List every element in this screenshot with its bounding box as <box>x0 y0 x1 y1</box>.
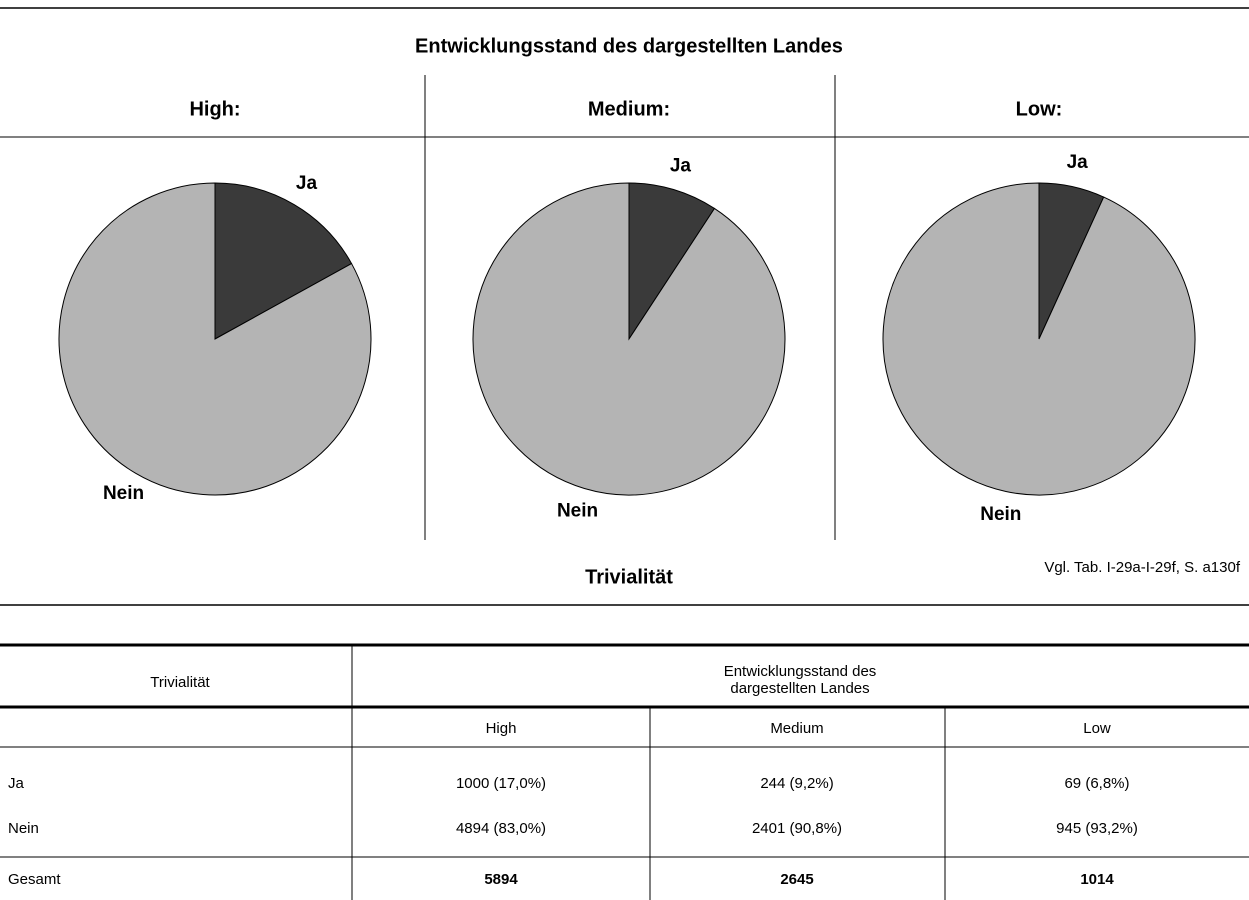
table-group-header: Entwicklungsstand des dargestellten Land… <box>723 663 877 697</box>
pie-title: Low: <box>1016 98 1063 120</box>
table-cell: 5894 <box>484 871 518 888</box>
pie-slice <box>58 182 372 496</box>
slice-label: Nein <box>557 501 598 522</box>
pie-title: High: <box>189 98 240 120</box>
slice-label: Nein <box>980 504 1021 525</box>
table-cell: 1000 (17,0%) <box>456 775 546 792</box>
table-cell: 69 (6,8%) <box>1064 775 1129 792</box>
slice-label: Ja <box>670 156 692 177</box>
row-label: Nein <box>8 820 39 837</box>
table-cell: 2645 <box>780 871 813 888</box>
pie-slice <box>472 182 786 496</box>
chart-title: Entwicklungsstand des dargestellten Land… <box>415 35 843 57</box>
table-cell: 2401 (90,8%) <box>752 820 842 837</box>
column-header: High <box>486 720 517 737</box>
pie-title: Medium: <box>588 98 670 120</box>
pie-slice <box>628 182 716 341</box>
row-label: Ja <box>8 775 25 792</box>
column-header: Medium <box>770 720 823 737</box>
table-cell: 4894 (83,0%) <box>456 820 546 837</box>
row-label: Gesamt <box>8 871 61 888</box>
table-cell: 1014 <box>1080 871 1114 888</box>
source-note: Vgl. Tab. I-29a-I-29f, S. a130f <box>1044 559 1241 576</box>
x-label: Trivialität <box>585 566 673 588</box>
column-header: Low <box>1083 720 1111 737</box>
slice-label: Ja <box>296 173 318 194</box>
slice-label: Ja <box>1067 152 1089 173</box>
table-corner: Trivialität <box>150 674 210 691</box>
pie-slice <box>882 182 1196 496</box>
slice-label: Nein <box>103 483 144 504</box>
table-cell: 945 (93,2%) <box>1056 820 1138 837</box>
pie-slice <box>214 182 353 340</box>
table-cell: 244 (9,2%) <box>760 775 833 792</box>
